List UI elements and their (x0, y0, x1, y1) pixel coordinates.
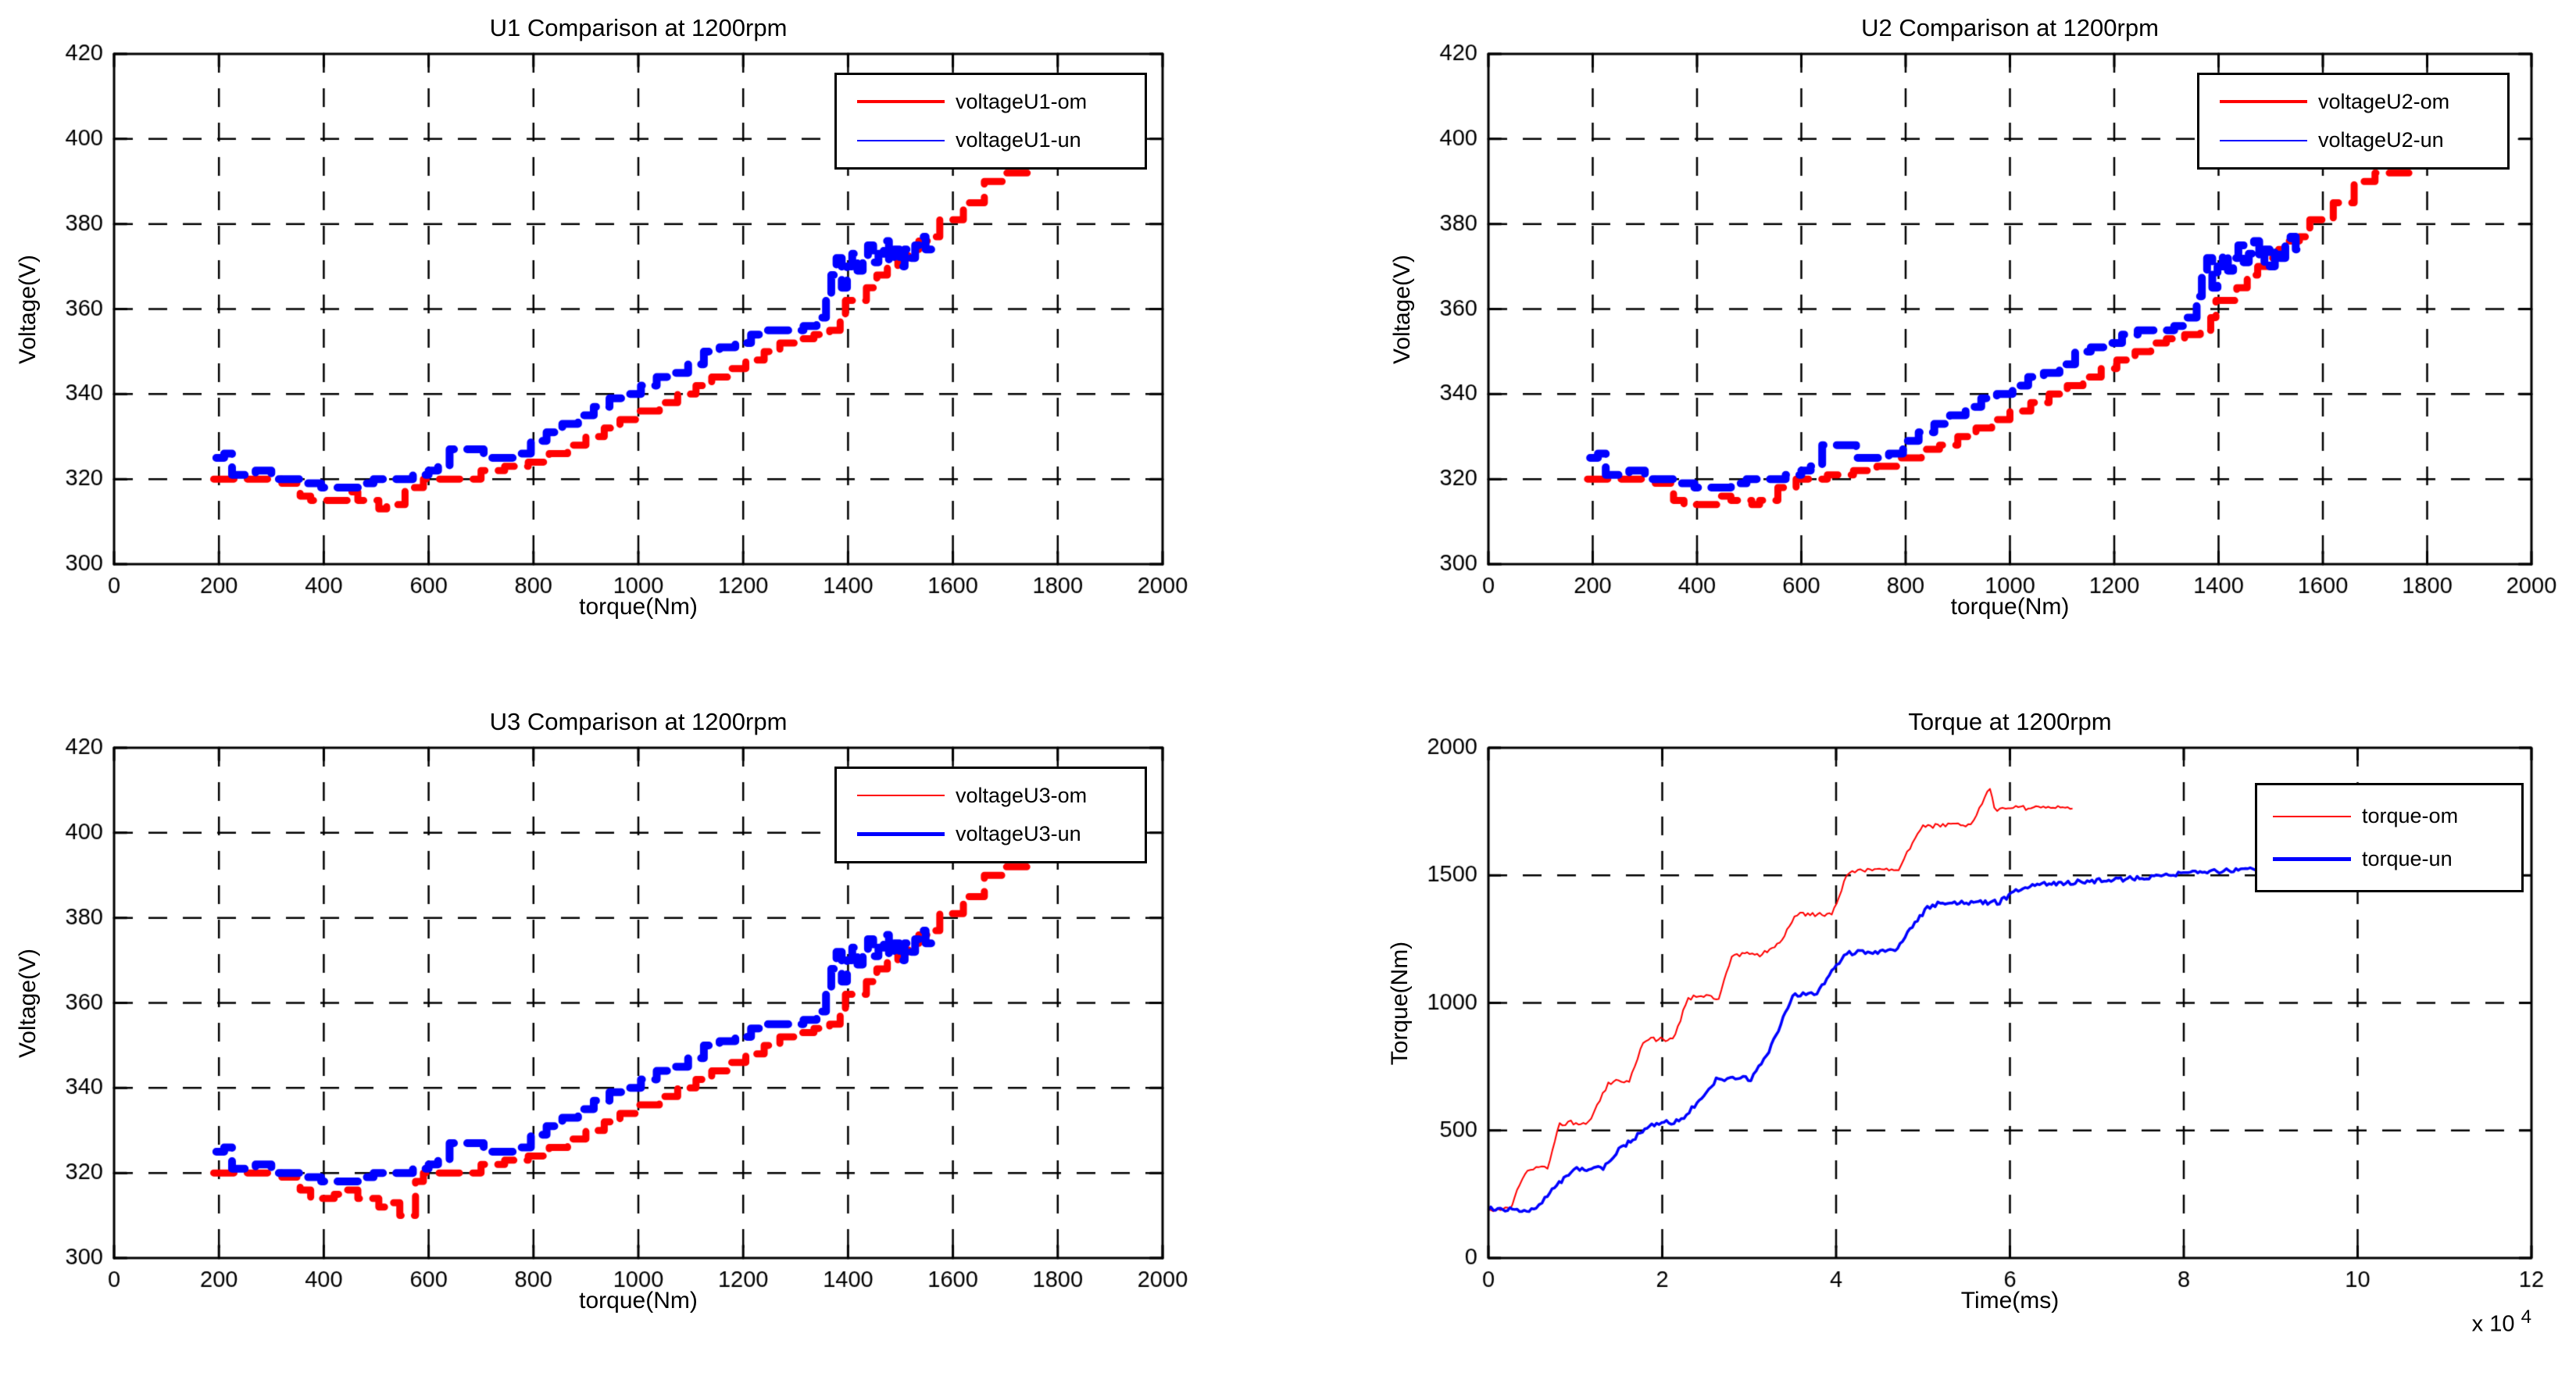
legend-entry-voltageU1-om: voltageU1-om (837, 90, 1145, 114)
legend-u1: voltageU1-om voltageU1-un (834, 73, 1147, 170)
legend-torque: torque-om torque-un (2255, 783, 2524, 892)
blue-line-sample (2220, 139, 2307, 141)
legend-u3: voltageU3-om voltageU3-un (834, 767, 1147, 863)
legend-label: voltageU3-om (956, 783, 1088, 807)
red-line-sample (2220, 100, 2307, 104)
u2-y-axis-label: Voltage(V) (1389, 254, 1415, 365)
torque-x-axis-multiplier: x 10 4 (2391, 1306, 2531, 1338)
red-line-sample (857, 100, 945, 104)
legend-entry-torque-un: torque-un (2257, 847, 2521, 871)
blue-line-sample (857, 139, 945, 141)
subplot-u3-title: U3 Comparison at 1200rpm (489, 708, 788, 735)
legend-entry-voltageU3-un: voltageU3-un (837, 822, 1145, 846)
u3-x-axis-label: torque(Nm) (579, 1288, 698, 1313)
torque-x-axis-label: Time(ms) (1960, 1288, 2060, 1313)
legend-label: torque-om (2362, 804, 2459, 827)
blue-line-sample (2273, 857, 2351, 861)
subplot-u1-title: U1 Comparison at 1200rpm (489, 14, 788, 41)
u2-x-axis-label: torque(Nm) (1950, 594, 2070, 620)
torque-y-axis-label: Torque(Nm) (1387, 941, 1413, 1066)
legend-label: voltageU1-om (956, 89, 1088, 113)
legend-label: voltageU3-un (956, 822, 1081, 846)
legend-label: voltageU2-un (2318, 128, 2444, 152)
subplot-u2-title: U2 Comparison at 1200rpm (1861, 14, 2159, 41)
legend-entry-voltageU2-om: voltageU2-om (2199, 90, 2507, 114)
subplot-torque-title: Torque at 1200rpm (1908, 708, 2112, 735)
legend-entry-voltageU2-un: voltageU2-un (2199, 128, 2507, 152)
u1-y-axis-label: Voltage(V) (15, 254, 41, 365)
multiplier-exponent: 4 (2521, 1306, 2531, 1328)
multiplier-base: x 10 (2471, 1311, 2515, 1337)
blue-line-sample (857, 832, 945, 837)
u3-y-axis-label: Voltage(V) (15, 948, 41, 1059)
legend-label: voltageU1-un (956, 128, 1081, 152)
u1-x-axis-label: torque(Nm) (579, 594, 698, 620)
red-line-sample (857, 795, 945, 797)
legend-entry-torque-om: torque-om (2257, 804, 2521, 828)
legend-entry-voltageU3-om: voltageU3-om (837, 784, 1145, 808)
legend-label: voltageU2-om (2318, 89, 2450, 113)
legend-entry-voltageU1-un: voltageU1-un (837, 128, 1145, 152)
legend-u2: voltageU2-om voltageU2-un (2197, 73, 2510, 170)
legend-label: torque-un (2362, 847, 2453, 870)
red-line-sample (2273, 815, 2351, 817)
